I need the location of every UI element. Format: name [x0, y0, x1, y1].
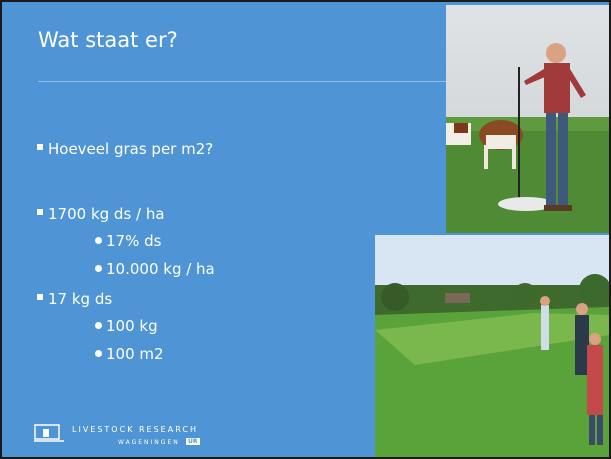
logo-org: WAGENINGEN	[118, 439, 180, 446]
sub-bullet: 100 m2	[106, 345, 164, 363]
photo-field	[375, 235, 609, 457]
slide-title: Wat staat er?	[38, 28, 178, 52]
page: Wat staat er? Hoeveel gras per m2? 1700 k…	[0, 0, 611, 459]
logo-name: LIVESTOCK RESEARCH	[72, 425, 198, 434]
bullet: 1700 kg ds / ha	[48, 205, 165, 223]
sub-bullet: 17% ds	[106, 232, 161, 250]
title-rule	[38, 81, 448, 82]
sub-bullet: 100 kg	[106, 317, 158, 335]
logo-icon	[34, 422, 66, 444]
sub-bullet: 10.000 kg / ha	[106, 260, 215, 278]
bullet: Hoeveel gras per m2?	[48, 140, 213, 158]
bullet: 17 kg ds	[48, 290, 112, 308]
photo-cow	[446, 5, 609, 233]
logo-badge: UR	[186, 438, 200, 445]
slide: Wat staat er? Hoeveel gras per m2? 1700 k…	[0, 0, 611, 459]
